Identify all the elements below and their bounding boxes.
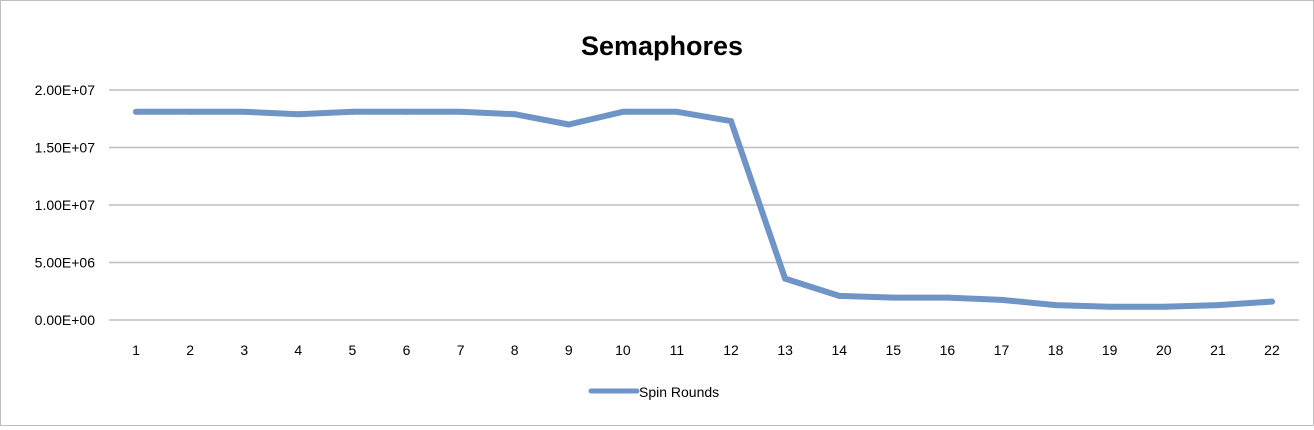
data-point xyxy=(1052,302,1059,309)
y-tick-label: 2.00E+07 xyxy=(35,82,96,98)
x-tick-label: 4 xyxy=(294,342,302,358)
x-tick-label: 13 xyxy=(777,342,793,358)
x-tick-label: 2 xyxy=(186,342,194,358)
x-tick-label: 20 xyxy=(1156,342,1172,358)
data-point xyxy=(349,108,356,115)
data-point xyxy=(295,111,302,118)
x-tick-label: 17 xyxy=(994,342,1010,358)
x-axis-tick-labels: 1 2 3 4 5 6 7 8 9 10 11 12 13 14 15 16 17 18 19 20 21 22 xyxy=(132,342,1280,358)
x-tick-label: 1 xyxy=(132,342,140,358)
x-tick-label: 9 xyxy=(565,342,573,358)
x-tick-label: 14 xyxy=(831,342,847,358)
series-line-spin-rounds xyxy=(133,108,1275,310)
x-tick-label: 12 xyxy=(723,342,739,358)
y-tick-label: 1.00E+07 xyxy=(35,197,96,213)
data-point xyxy=(187,108,194,115)
x-tick-label: 7 xyxy=(457,342,465,358)
data-point xyxy=(1214,302,1221,309)
y-tick-label: 5.00E+06 xyxy=(35,255,96,271)
data-point xyxy=(457,108,464,115)
legend: Spin Rounds xyxy=(588,384,719,400)
x-tick-label: 19 xyxy=(1102,342,1118,358)
y-tick-label: 1.50E+07 xyxy=(35,140,96,156)
x-tick-label: 21 xyxy=(1210,342,1226,358)
data-point xyxy=(511,111,518,118)
data-point xyxy=(673,108,680,115)
data-point xyxy=(728,118,735,125)
data-point xyxy=(403,108,410,115)
x-tick-label: 22 xyxy=(1264,342,1280,358)
data-point xyxy=(998,296,1005,303)
data-point xyxy=(836,292,843,299)
data-point xyxy=(241,108,248,115)
x-tick-label: 10 xyxy=(615,342,631,358)
data-point xyxy=(890,294,897,301)
x-tick-label: 11 xyxy=(670,342,685,358)
x-tick-label: 8 xyxy=(511,342,519,358)
x-tick-label: 3 xyxy=(240,342,248,358)
chart-title: Semaphores xyxy=(581,31,743,61)
y-axis-tick-labels: 2.00E+07 1.50E+07 1.00E+07 5.00E+06 0.00E+00 xyxy=(35,82,96,328)
x-tick-label: 6 xyxy=(403,342,411,358)
y-tick-label: 0.00E+00 xyxy=(35,312,96,328)
x-tick-label: 16 xyxy=(940,342,956,358)
series-group xyxy=(133,108,1275,310)
data-point xyxy=(133,108,140,115)
grid-lines xyxy=(109,89,1299,321)
data-point xyxy=(565,121,572,128)
legend-label-spin-rounds: Spin Rounds xyxy=(639,384,719,400)
x-tick-label: 5 xyxy=(349,342,357,358)
data-point xyxy=(1268,298,1275,305)
data-point xyxy=(782,275,789,282)
x-tick-label: 15 xyxy=(886,342,902,358)
x-tick-label: 18 xyxy=(1048,342,1064,358)
data-point xyxy=(1106,303,1113,310)
data-point xyxy=(619,108,626,115)
data-point xyxy=(1160,303,1167,310)
data-point xyxy=(944,294,951,301)
